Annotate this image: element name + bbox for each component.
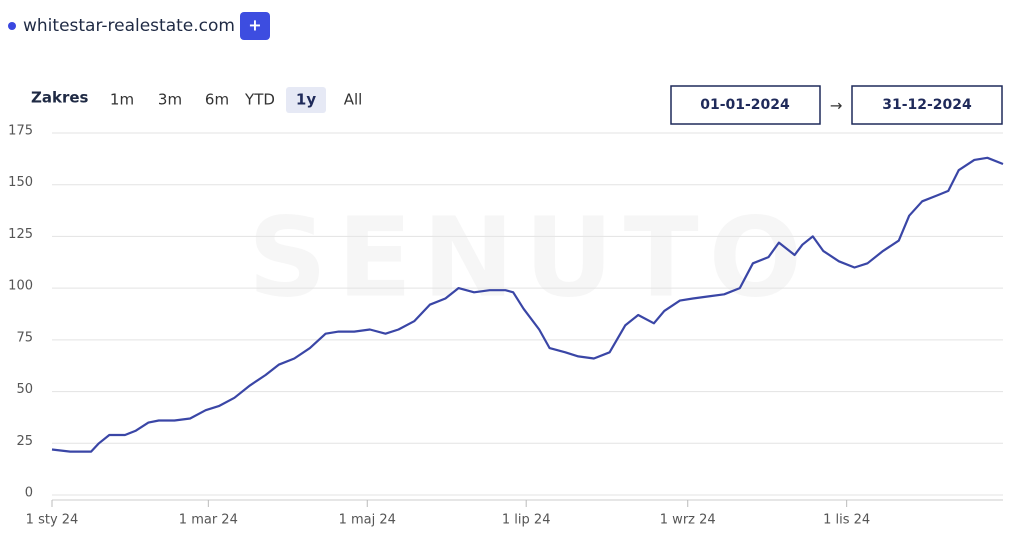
add-button-label[interactable]: + [248,16,261,35]
y-tick-label: 0 [25,486,33,501]
date-from-box[interactable] [670,85,821,125]
y-tick-label: 125 [8,227,33,242]
site-name: whitestar-realestate.com [23,16,235,36]
x-tick-label: 1 wrz 24 [660,513,716,528]
range-option[interactable]: 1y [296,91,316,109]
y-tick-label: 175 [8,124,33,139]
range-option[interactable]: 1m [110,91,134,109]
site-dot [8,22,16,30]
add-button[interactable] [240,12,270,40]
y-tick-label: 50 [16,382,33,397]
y-tick-label: 150 [8,175,33,190]
date-to[interactable]: 31-12-2024 [882,97,972,113]
watermark: SENUTO [248,193,812,321]
date-separator: → [830,97,843,115]
x-tick-label: 1 lip 24 [502,513,551,528]
x-tick-label: 1 lis 24 [823,513,870,528]
x-tick-label: 1 sty 24 [26,513,79,528]
y-tick-label: 75 [16,330,33,345]
x-tick-label: 1 maj 24 [339,513,396,528]
range-option[interactable]: YTD [244,91,275,109]
series-line [51,156,1004,453]
date-from[interactable]: 01-01-2024 [700,97,790,113]
date-to-box[interactable] [851,85,1003,125]
range-active-bg[interactable] [286,87,326,113]
range-label: Zakres [31,89,89,107]
range-option[interactable]: 3m [158,91,182,109]
y-tick-label: 100 [8,279,33,294]
y-tick-label: 25 [16,434,33,449]
x-tick-label: 1 mar 24 [179,513,238,528]
range-option[interactable]: All [344,91,363,109]
range-option[interactable]: 6m [205,91,229,109]
